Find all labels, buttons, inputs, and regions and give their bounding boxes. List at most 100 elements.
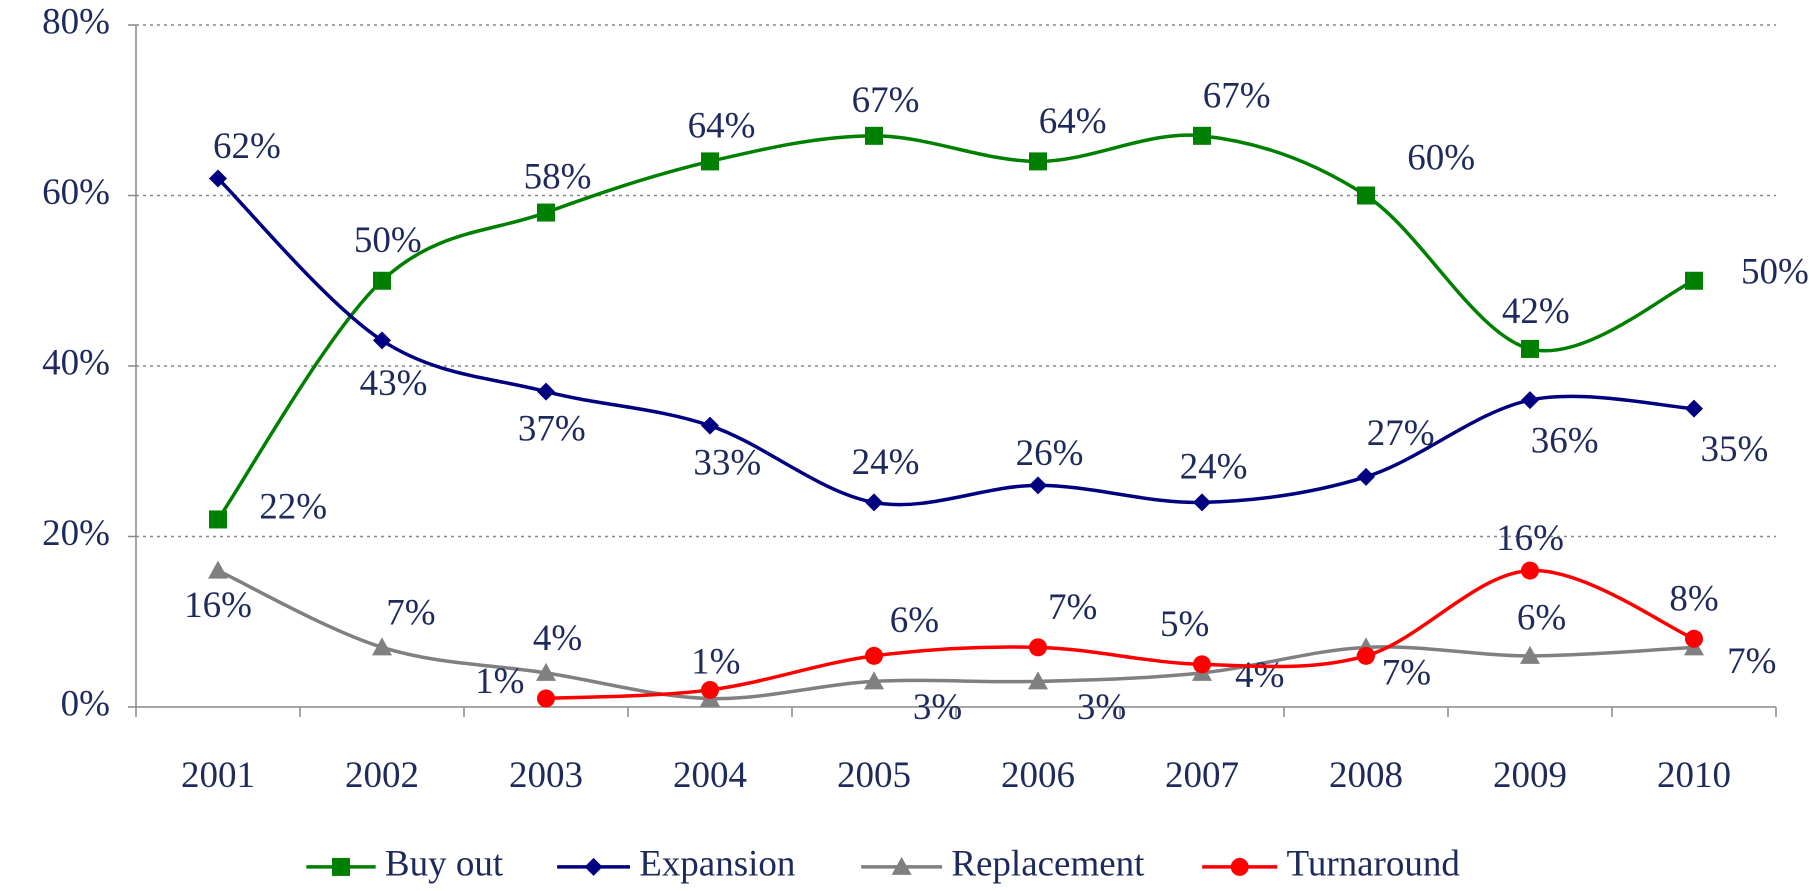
marker: [373, 331, 391, 350]
data-label: 42%: [1502, 291, 1570, 332]
marker: [701, 416, 719, 435]
marker: [537, 689, 555, 708]
marker: [1028, 671, 1048, 690]
data-label: 8%: [1669, 578, 1718, 619]
x-tick-label: 2003: [509, 755, 583, 796]
marker: [1029, 638, 1047, 657]
data-label: 33%: [693, 443, 761, 484]
marker: [1357, 467, 1375, 486]
series-line: [217, 569, 1695, 701]
x-tick-label: 2007: [1165, 755, 1239, 796]
data-label: 26%: [1016, 433, 1084, 474]
marker: [865, 646, 883, 665]
legend-label: Turnaround: [1287, 843, 1461, 884]
y-tick-label: 40%: [42, 342, 110, 383]
data-label: 16%: [184, 585, 252, 626]
marker: [1685, 629, 1703, 648]
data-label: 7%: [1048, 587, 1097, 628]
y-tick-label: 80%: [42, 1, 110, 42]
marker: [1685, 271, 1703, 290]
data-label: 62%: [213, 126, 281, 167]
legend-item: Replacement: [861, 843, 1145, 884]
marker: [1521, 391, 1539, 410]
legend-label: Expansion: [639, 843, 795, 884]
marker: [1357, 186, 1375, 205]
data-label: 1%: [475, 661, 524, 702]
legend-marker: [891, 856, 912, 875]
marker: [1521, 561, 1539, 580]
x-tick-label: 2008: [1329, 755, 1403, 796]
series: 16% 7%4%1%3% 3%4% 7%6%7%: [184, 560, 1776, 728]
marker: [864, 671, 884, 690]
x-tick-label: 2004: [673, 755, 747, 796]
marker: [1685, 399, 1703, 418]
data-label: 16%: [1496, 518, 1564, 559]
y-tick-label: 60%: [42, 172, 110, 213]
data-label: 35%: [1701, 429, 1769, 470]
legend-marker: [584, 857, 603, 876]
series: 1% 6% 7% 5% 16% 8%: [475, 518, 1719, 708]
marker: [537, 382, 555, 401]
data-label: 64%: [1039, 101, 1107, 142]
marker: [209, 510, 227, 529]
marker: [537, 203, 555, 222]
marker: [208, 560, 228, 579]
marker: [1357, 646, 1375, 665]
marker: [701, 152, 719, 171]
y-tick-label: 0%: [61, 683, 110, 724]
series: 62% 43% 37% 33% 24% 26% 24% 27% 36% 35%: [209, 126, 1769, 512]
data-label: 58%: [524, 157, 592, 198]
data-label: 27%: [1367, 413, 1435, 454]
data-label: 24%: [1180, 447, 1248, 488]
data-label: 7%: [1382, 653, 1431, 694]
legend-marker: [1230, 857, 1249, 876]
x-tick-label: 2006: [1001, 755, 1075, 796]
data-label: 6%: [1517, 598, 1566, 639]
marker: [701, 680, 719, 699]
marker: [1193, 493, 1211, 512]
y-tick-label: 20%: [42, 513, 110, 554]
data-label: 4%: [1235, 655, 1284, 696]
series: 22% 50% 58% 64% 67% 64% 67% 60% 42% 50%: [209, 75, 1809, 529]
data-label: 7%: [386, 593, 435, 634]
x-tick-label: 2009: [1493, 755, 1567, 796]
data-label: 67%: [852, 80, 920, 121]
data-label: 24%: [852, 442, 920, 483]
marker: [1029, 476, 1047, 495]
marker: [1521, 339, 1539, 358]
data-label: 43%: [360, 363, 428, 404]
x-tick-label: 2001: [181, 755, 255, 796]
data-label: 64%: [688, 106, 756, 147]
data-label: 50%: [1741, 251, 1809, 292]
marker: [372, 637, 392, 656]
marker: [1193, 126, 1211, 145]
marker: [865, 493, 883, 512]
legend-item: Turnaround: [1202, 843, 1460, 884]
marker: [1193, 655, 1211, 674]
legend-item: Buy out: [306, 843, 504, 884]
series-line: [545, 568, 1695, 701]
data-label: 60%: [1407, 137, 1475, 178]
marker: [1520, 645, 1540, 664]
x-tick-label: 2005: [837, 755, 911, 796]
data-label: 7%: [1727, 641, 1776, 682]
legend-item: Expansion: [557, 843, 795, 884]
data-label: 4%: [533, 618, 582, 659]
series-line: [216, 133, 1695, 521]
legend-label: Replacement: [951, 843, 1145, 884]
marker: [373, 271, 391, 290]
marker: [536, 662, 556, 681]
legend-label: Buy out: [385, 843, 504, 884]
marker: [865, 126, 883, 145]
x-tick-label: 2002: [345, 755, 419, 796]
data-label: 36%: [1531, 421, 1599, 462]
x-tick-label: 2010: [1657, 755, 1731, 796]
legend-marker: [331, 857, 350, 876]
series-line: [216, 177, 1695, 507]
marker: [1029, 152, 1047, 171]
data-label: 22%: [259, 487, 327, 528]
marker: [209, 169, 227, 188]
data-label: 5%: [1160, 604, 1209, 645]
data-label: 37%: [518, 409, 586, 450]
